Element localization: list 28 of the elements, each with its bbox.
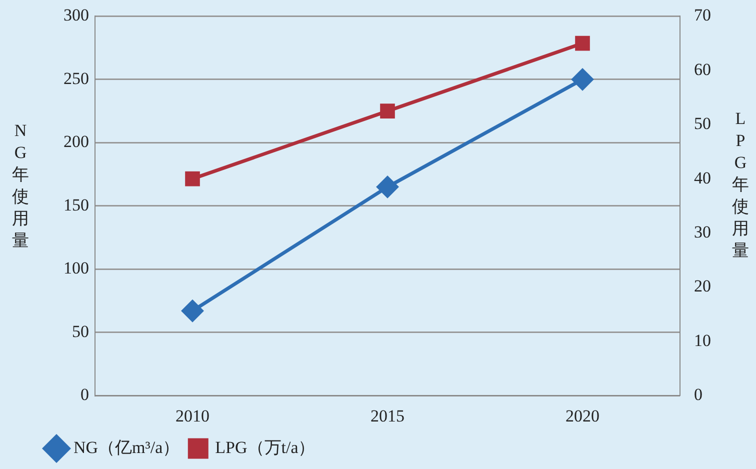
legend-label: NG（亿m³/a） [74,438,180,457]
point [376,176,398,198]
y2-axis-title: LPG年使用量 [732,108,749,262]
point [185,171,200,186]
x-tick-label: 2020 [566,406,600,426]
y2-tick-label: 30 [694,222,711,242]
y-tick-label: 50 [72,322,89,341]
y2-tick-label: 20 [694,276,711,296]
point [380,104,395,118]
x-tick-label: 2010 [176,406,210,426]
y2-tick-label: 40 [694,168,711,188]
y-axis-title: NG年使用量 [12,120,29,252]
x-tick-label: 2015 [370,406,404,426]
point [575,36,590,51]
y-tick-label: 150 [64,195,89,214]
y2-tick-label: 10 [694,330,711,350]
y-tick-label: 300 [64,6,89,25]
y-tick-label: 100 [64,258,89,278]
y2-tick-label: 50 [694,114,711,134]
y2-tick-label: 70 [694,6,711,25]
point [182,300,204,322]
y-tick-label: 0 [80,385,89,404]
y-tick-label: 200 [64,132,89,152]
y2-tick-label: 0 [694,385,702,404]
legend-label: LPG（万t/a） [215,438,316,457]
y2-tick-label: 60 [694,60,711,79]
point [572,68,594,90]
y-tick-label: 250 [64,68,89,88]
